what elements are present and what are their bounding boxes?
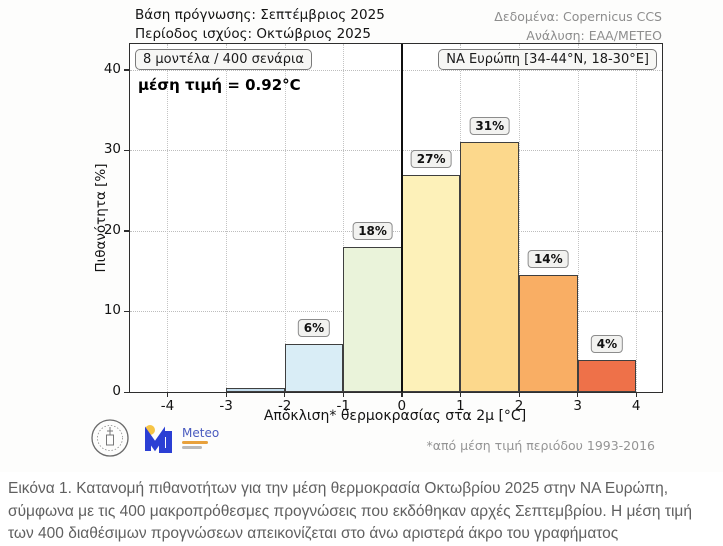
forecast-base-text: Βάση πρόγνωσης: Σεπτέμβριος 2025 xyxy=(135,7,385,23)
histogram-bar-1-to-2 xyxy=(460,142,520,392)
meteo-logo: Meteo xyxy=(143,423,219,453)
bar-value-label: 18% xyxy=(352,222,393,240)
x-ticklabel-2: 2 xyxy=(514,398,524,414)
models-scenarios-badge: 8 μοντέλα / 400 σενάρια xyxy=(135,49,312,70)
x-tickmark--4 xyxy=(166,392,169,397)
histogram-bar-0-to-1 xyxy=(401,174,461,392)
x-tickmark--3 xyxy=(225,392,227,397)
x-tickmark-3 xyxy=(577,392,579,397)
gridline-x--2 xyxy=(284,44,286,392)
histogram-bar--2-to--1 xyxy=(284,343,344,392)
x-tickmark--1 xyxy=(342,392,345,397)
x-tickmark-2 xyxy=(518,392,520,397)
x-ticklabel--2: -2 xyxy=(277,398,292,414)
x-axis-title: Απόκλιση* θερμοκρασίας στα 2μ [°C] xyxy=(263,408,527,424)
zero-reference-line xyxy=(401,44,403,392)
bar-value-label: 27% xyxy=(410,149,452,168)
histogram-bar-3-to-4 xyxy=(577,359,637,392)
gridline-y-20 xyxy=(130,230,662,232)
x-ticklabel-0: 0 xyxy=(397,398,407,414)
y-tickmark-40 xyxy=(124,69,130,71)
bar-value-label: 14% xyxy=(527,250,569,269)
meteo-wordmark: Meteo xyxy=(182,426,220,440)
data-source-text: Δεδομένα: Copernicus CCS xyxy=(494,9,662,24)
reference-period-footnote: *από μέση τιμή περιόδου 1993-2016 xyxy=(426,438,656,453)
y-tickmark-30 xyxy=(124,149,130,152)
gridline-x--4 xyxy=(167,44,169,392)
x-ticklabel-3: 3 xyxy=(573,398,582,414)
observatory-seal-logo xyxy=(91,419,129,457)
histogram-bar-2-to-3 xyxy=(519,275,578,392)
x-ticklabel-4: 4 xyxy=(631,398,641,414)
bar-value-label: 4% xyxy=(590,334,624,353)
x-ticklabel--1: -1 xyxy=(336,398,350,414)
y-tickmark-0 xyxy=(124,391,130,393)
header-right: Δεδομένα: Copernicus CCS Ανάλυση: ΕΑΑ/ΜΕ… xyxy=(494,7,662,45)
histogram-bar--1-to-0 xyxy=(343,247,402,392)
bar-value-label: 6% xyxy=(297,318,331,337)
region-badge: ΝΑ Ευρώπη [34-44°N, 18-30°E] xyxy=(438,49,657,70)
gridline-x-3 xyxy=(577,44,579,392)
valid-period-text: Περίοδος ισχύος: Οκτώβριος 2025 xyxy=(135,26,371,42)
x-tickmark--2 xyxy=(284,392,286,397)
x-ticklabel--4: -4 xyxy=(160,398,175,414)
y-ticklabel-10: 10 xyxy=(103,302,121,319)
x-tickmark-1 xyxy=(459,392,462,397)
meteo-m-icon xyxy=(145,425,172,453)
y-ticklabel-20: 20 xyxy=(103,221,121,238)
gridline-x-4 xyxy=(636,44,638,392)
histogram-bar--3-to--2 xyxy=(226,387,285,392)
gridline-y-40 xyxy=(130,69,662,71)
forecast-figure: Βάση πρόγνωσης: Σεπτέμβριος 2025 Περίοδο… xyxy=(90,6,663,458)
probability-histogram-plot: 8 μοντέλα / 400 σενάρια μέση τιμή = 0.92… xyxy=(104,43,663,414)
y-tickmark-20 xyxy=(124,230,130,232)
mean-value-annotation: μέση τιμή = 0.92°C xyxy=(138,76,301,94)
y-ticklabel-0: 0 xyxy=(112,383,121,399)
gridline-x-2 xyxy=(519,44,521,392)
bar-value-label: 31% xyxy=(469,117,511,136)
x-tickmark-0 xyxy=(401,392,403,397)
gridline-x--1 xyxy=(343,44,345,392)
x-ticklabel--3: -3 xyxy=(219,398,233,414)
logos: Meteo xyxy=(90,418,219,458)
header-left: Βάση πρόγνωσης: Σεπτέμβριος 2025 Περίοδο… xyxy=(135,6,385,44)
meteo-tagline xyxy=(182,441,219,449)
gridline-x--3 xyxy=(226,44,228,392)
gridline-y-30 xyxy=(130,150,662,152)
y-tickmark-10 xyxy=(124,310,130,313)
figure-caption: Εικόνα 1. Κατανομή πιθανοτήτων για την μ… xyxy=(8,480,692,542)
analysis-text: Ανάλυση: ΕΑΑ/ΜΕΤΕΟ xyxy=(526,28,662,43)
x-tickmark-4 xyxy=(635,392,638,397)
y-axis-title: Πιθανότητα [%] xyxy=(93,163,109,273)
y-ticklabel-40: 40 xyxy=(103,60,121,77)
y-ticklabel-30: 30 xyxy=(103,141,121,158)
x-ticklabel-1: 1 xyxy=(456,398,465,414)
